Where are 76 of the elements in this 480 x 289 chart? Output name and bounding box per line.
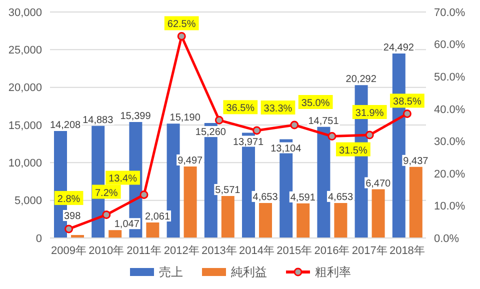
y2-tick-label: 50.0% (434, 71, 466, 84)
y2-tick-label: 20.0% (434, 168, 466, 180)
point (252, 126, 262, 135)
x-tick-label: 2017年 (352, 244, 388, 257)
data-label: 20,292 (346, 74, 377, 86)
data-label: 31.5% (339, 145, 368, 156)
data-label: 5,571 (215, 185, 241, 196)
x-tick-label: 2018年 (389, 244, 425, 257)
data-label: 33.3% (264, 103, 292, 114)
point (64, 224, 74, 234)
y2-tick-label: 10.0% (434, 200, 466, 213)
bar (259, 202, 272, 238)
data-label: 4,591 (290, 192, 316, 204)
data-label: 4,653 (328, 192, 354, 203)
point (290, 120, 299, 130)
y2-tick-label: 30.0% (434, 136, 466, 148)
bar (334, 202, 348, 238)
bar (184, 166, 197, 238)
y-tick-label: 5,000 (14, 195, 42, 208)
bar (146, 222, 160, 238)
point (402, 109, 412, 118)
x-tick-label: 2011年 (126, 244, 162, 257)
data-label: 9,437 (403, 156, 429, 167)
data-label: 4,653 (252, 192, 278, 203)
data-label: 14,208 (50, 120, 82, 131)
point (365, 130, 374, 140)
legend-label: 売上 (159, 264, 183, 280)
x-tick-label: 2016年 (314, 244, 350, 257)
data-label: 2.8% (57, 194, 80, 205)
data-label: 62.5% (167, 19, 196, 30)
data-label: 38.5% (393, 96, 422, 108)
bar (372, 189, 385, 238)
data-label: 1,047 (114, 219, 140, 230)
y-tick-label: 0 (36, 232, 42, 245)
data-label: 2,061 (144, 211, 170, 222)
y2-tick-label: 0.0% (434, 232, 460, 245)
data-label: 13,104 (270, 143, 302, 154)
y-tick-label: 10,000 (8, 158, 42, 170)
legend-label: 純利益 (231, 264, 267, 280)
bar (221, 196, 234, 238)
bar (296, 203, 310, 238)
data-label: 398 (64, 211, 82, 222)
data-label: 13.4% (108, 174, 138, 185)
point (214, 116, 224, 124)
data-label: 36.5% (226, 103, 255, 114)
x-tick-label: 2013年 (201, 244, 237, 257)
y-tick-label: 20,000 (8, 82, 42, 94)
data-label: 14,751 (308, 116, 340, 127)
y2-tick-label: 70.0% (434, 6, 466, 19)
y-tick-label: 30,000 (8, 6, 42, 19)
data-label: 6,470 (366, 178, 392, 190)
data-label: 14,883 (82, 114, 114, 126)
y2-tick-label: 60.0% (434, 39, 466, 52)
data-label: 24,492 (383, 42, 414, 54)
data-label: 15,190 (170, 112, 201, 124)
x-tick-label: 2012年 (164, 244, 200, 257)
point (177, 32, 186, 40)
x-tick-label: 2015年 (276, 244, 312, 257)
x-tick-label: 2009年 (51, 244, 87, 257)
point (102, 210, 111, 220)
data-label: 9,497 (178, 155, 204, 166)
point (140, 190, 148, 199)
data-label: 7.2% (95, 188, 118, 199)
data-label: 31.9% (355, 108, 384, 120)
y-tick-label: 25,000 (8, 44, 42, 57)
y2-tick-label: 40.0% (434, 104, 466, 116)
point (328, 132, 336, 141)
y-tick-label: 15,000 (8, 120, 42, 132)
data-label: 13,971 (233, 136, 264, 148)
data-label: 15,399 (120, 110, 152, 122)
data-label: 15,260 (195, 127, 226, 138)
bar (108, 230, 122, 238)
legend-label: 粗利率 (315, 264, 351, 280)
data-label: 35.0% (301, 98, 330, 109)
x-tick-label: 2010年 (88, 244, 124, 257)
x-tick-label: 2014年 (239, 244, 275, 257)
